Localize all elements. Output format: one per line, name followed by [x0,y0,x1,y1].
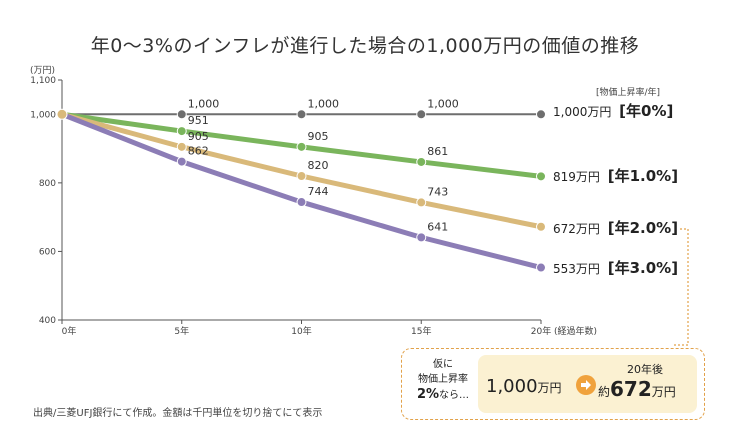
callout-line2: 物価上昇率 [418,374,468,385]
series-end-value: 553万円 [553,262,604,276]
data-label: 862 [188,145,209,158]
data-point [176,156,187,167]
chart-title: 年0〜3%のインフレが進行した場合の1,000万円の価値の推移 [90,35,640,57]
data-point [176,126,187,137]
y-tick-label: 1,100 [30,76,56,86]
callout-after-prefix: 約 [598,385,611,399]
data-label: 1,000 [308,97,340,110]
data-label: 905 [308,130,329,143]
series-end-label: 553万円 [年3.0%] [553,259,678,277]
callout-rate: 2% [416,387,440,402]
source-note: 出典/三菱UFJ銀行にて作成。金額は千円単位を切り捨てにて表示 [33,408,323,419]
data-point [296,141,307,152]
data-point [416,232,427,243]
y-tick-label: 800 [39,179,56,189]
data-label: 1,000 [188,97,220,110]
legend-title: [物価上昇率/年] [596,86,660,98]
series-end-rate: [年3.0%] [608,259,678,277]
data-label: 820 [308,159,329,172]
data-point [416,156,427,167]
data-point [176,109,187,120]
series-end-value: 672万円 [553,222,604,236]
data-point [416,109,427,120]
arrow-right-icon [576,375,596,395]
y-tick-label: 400 [39,316,56,326]
data-label: 641 [427,220,448,233]
series-line [59,111,544,230]
callout-after-label: 20年後 [627,363,663,376]
series-end-rate: [年1.0%] [608,167,678,185]
data-label: 1,000 [427,97,459,110]
data-point [536,262,546,273]
callout-line3: なら… [439,390,470,401]
data-point [536,221,546,232]
example-callout: 仮に 物価上昇率 2%なら… 1,000万円 20年後 約672万円 [401,348,705,420]
callout-connector [672,228,689,346]
callout-result-panel: 1,000万円 20年後 約672万円 [478,355,697,413]
series-end-label: 672万円 [年2.0%] [553,219,678,237]
x-tick-label: 10年 [291,325,311,337]
data-label: 905 [188,130,209,143]
x-tick-label: 15年 [411,325,431,337]
x-tick-label: 20年 [531,325,551,337]
data-label: 744 [308,185,329,198]
y-tick-label: 1,000 [30,110,56,120]
data-point [296,109,307,120]
x-tick-label: 5年 [174,325,189,337]
data-label: 743 [427,185,448,198]
series-end-rate: [年2.0%] [608,219,678,237]
data-label: 861 [427,145,448,158]
x-tick-label: 0年 [62,325,77,337]
data-point [536,171,546,182]
callout-after-value: 約672万円 [598,377,676,401]
series-end-value: 819万円 [553,170,604,184]
y-axis-label: (万円) [30,65,55,76]
x-axis-label: (経過年数) [554,325,597,337]
series-end-label: 1,000万円 [年0%] [553,102,673,120]
data-point [176,141,187,152]
series-end-label: 819万円 [年1.0%] [553,167,678,185]
data-point [536,109,546,120]
series-line [59,111,544,271]
series-end-rate: [年0%] [619,102,673,120]
callout-from-value: 1,000万円 [486,376,562,397]
callout-from-unit: 万円 [537,381,562,395]
callout-condition: 仮に 物価上昇率 2%なら… [408,357,478,403]
data-point [416,197,427,208]
series-end-value: 1,000万円 [553,105,615,119]
callout-after-number: 672 [610,377,652,401]
callout-line1: 仮に [433,359,453,370]
origin-point [56,108,68,120]
data-point [296,171,307,181]
callout-from-number: 1,000 [486,376,538,397]
callout-after-unit: 万円 [651,385,676,399]
data-label: 951 [188,114,209,127]
y-tick-label: 600 [39,247,56,257]
data-point [296,197,307,208]
